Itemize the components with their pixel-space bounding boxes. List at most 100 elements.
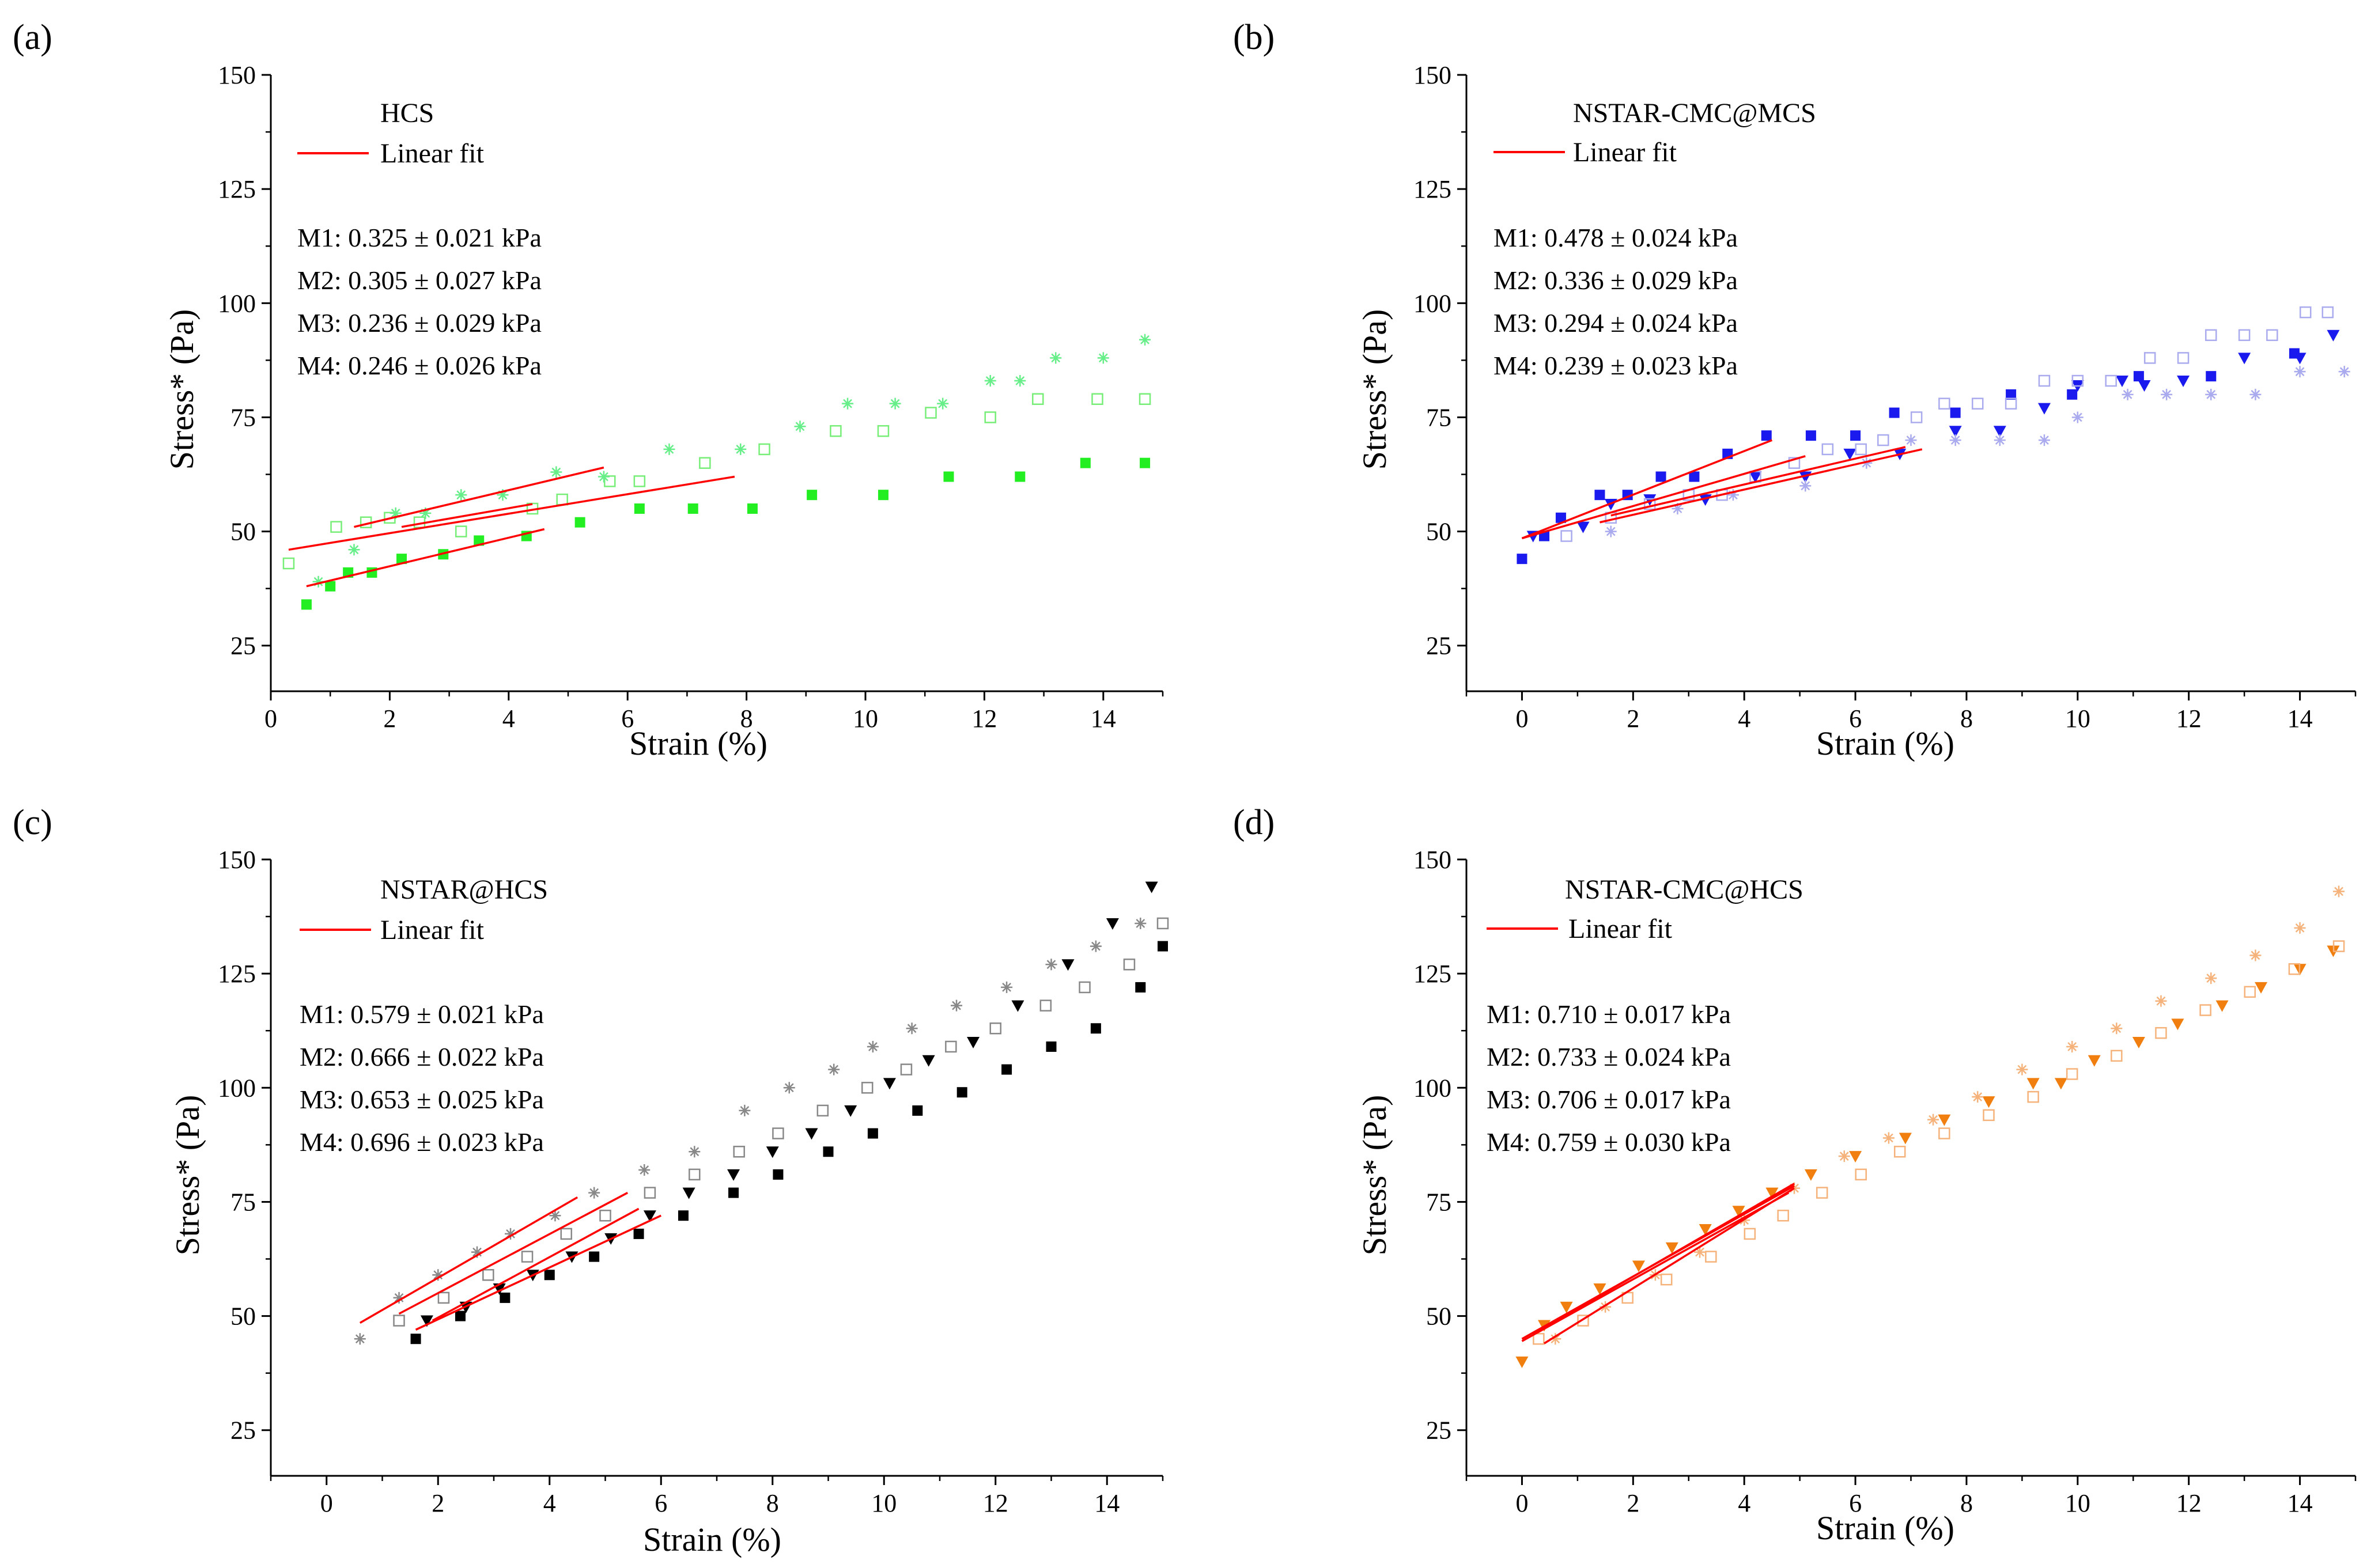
data-point [1660,1273,1673,1286]
data-point [1765,1187,1779,1199]
legend-fit-label: Linear fit [1568,914,1673,944]
series-m1 [410,941,1168,1344]
data-point [1139,334,1151,346]
data-point [1001,981,1013,993]
data-point [598,471,610,483]
data-point [2177,376,2190,388]
data-point [2155,995,2167,1007]
data-point [1694,1246,1706,1258]
data-point [1705,1251,1717,1263]
data-point [1045,959,1057,971]
data-point [2249,949,2262,961]
y-tick-label: 50 [230,1302,256,1331]
data-point [663,443,675,455]
y-tick-label: 125 [218,960,256,988]
data-point [1533,1332,1545,1345]
x-tick-label: 2 [383,705,396,733]
data-point [1983,1109,1995,1122]
annotation-m1: M1: 0.478 ± 0.024 kPa [1493,223,1738,252]
data-point [1135,982,1146,993]
series-m2 [1533,940,2345,1345]
data-point [2288,963,2301,975]
data-point [1106,918,1119,930]
data-point [455,1311,466,1321]
x-tick-label: 10 [871,1489,897,1517]
data-point [396,554,407,565]
data-point [497,489,509,501]
data-point [2026,1078,2040,1090]
legend-title: NSTAR@HCS [380,874,548,905]
data-point [643,1210,656,1222]
data-point [1788,457,1801,469]
x-tick-label: 6 [621,705,634,733]
data-point [1560,1301,1573,1313]
data-point [1882,1132,1895,1144]
x-tick-label: 14 [2287,1489,2313,1517]
data-point [1699,1224,1712,1236]
data-point [437,1291,450,1304]
data-point [1001,1064,1012,1075]
data-point [550,466,562,478]
legend-title: NSTAR-CMC@HCS [1565,874,1803,905]
y-tick-label: 50 [1426,518,1451,546]
data-point [1577,1315,1589,1327]
x-axis-title: Strain (%) [629,725,767,762]
data-point [689,1146,701,1158]
data-point [699,457,711,469]
data-point [1855,1168,1867,1181]
data-point [682,1187,695,1199]
data-point [1665,1242,1678,1254]
data-point [1549,1333,1561,1345]
x-tick-label: 6 [1849,705,1862,733]
panel-a: (a) HCS Linear fit M1: 0.325 ± 0.021 kPa… [13,18,1164,762]
x-tick-label: 2 [1627,1489,1639,1517]
data-point [2143,352,2156,364]
data-point [967,1037,980,1049]
annotation-m2: M2: 0.666 ± 0.022 kPa [300,1042,544,1071]
data-point [1560,530,1572,542]
annotation-m1: M1: 0.710 ± 0.017 kPa [1487,999,1731,1029]
data-point [1145,881,1158,893]
data-point [2038,434,2050,446]
data-point [758,443,770,456]
data-point [348,544,360,556]
series-m4 [1605,366,2350,537]
y-tick-label: 75 [1426,1188,1451,1216]
data-point [2327,329,2340,342]
annotation-m2: M2: 0.305 ± 0.027 kPa [297,266,542,295]
series-m3 [312,334,1151,588]
data-point [1039,999,1052,1012]
x-tick-label: 14 [1091,705,1116,733]
data-point [1050,352,1062,364]
data-point [678,1210,689,1221]
data-point [521,1251,534,1263]
x-tick-label: 12 [983,1489,1008,1517]
x-tick-label: 8 [740,705,753,733]
y-tick-label: 100 [218,1074,256,1102]
data-point [2294,922,2306,934]
annotation-m1: M1: 0.325 ± 0.021 kPa [297,223,542,252]
data-point [1877,434,1889,446]
data-point [2111,1050,2123,1062]
data-point [2244,986,2256,998]
data-point [867,1128,878,1139]
data-point [1732,1206,1745,1218]
data-point [1938,1114,1951,1126]
data-point [1672,502,1684,514]
data-point [544,1270,555,1281]
data-point [1593,1283,1606,1296]
data-point [2332,940,2345,952]
annotation-m2: M2: 0.733 ± 0.024 kPa [1487,1042,1731,1071]
data-point [1632,1260,1645,1272]
data-point [325,581,336,592]
data-point [2205,972,2217,984]
x-tick-label: 8 [766,1489,779,1517]
data-point [432,1269,444,1281]
data-point [2294,366,2306,378]
data-point [889,397,901,410]
y-tick-label: 75 [230,403,256,431]
data-point [2027,1090,2039,1103]
data-point [739,1104,751,1116]
data-point [1123,959,1136,971]
